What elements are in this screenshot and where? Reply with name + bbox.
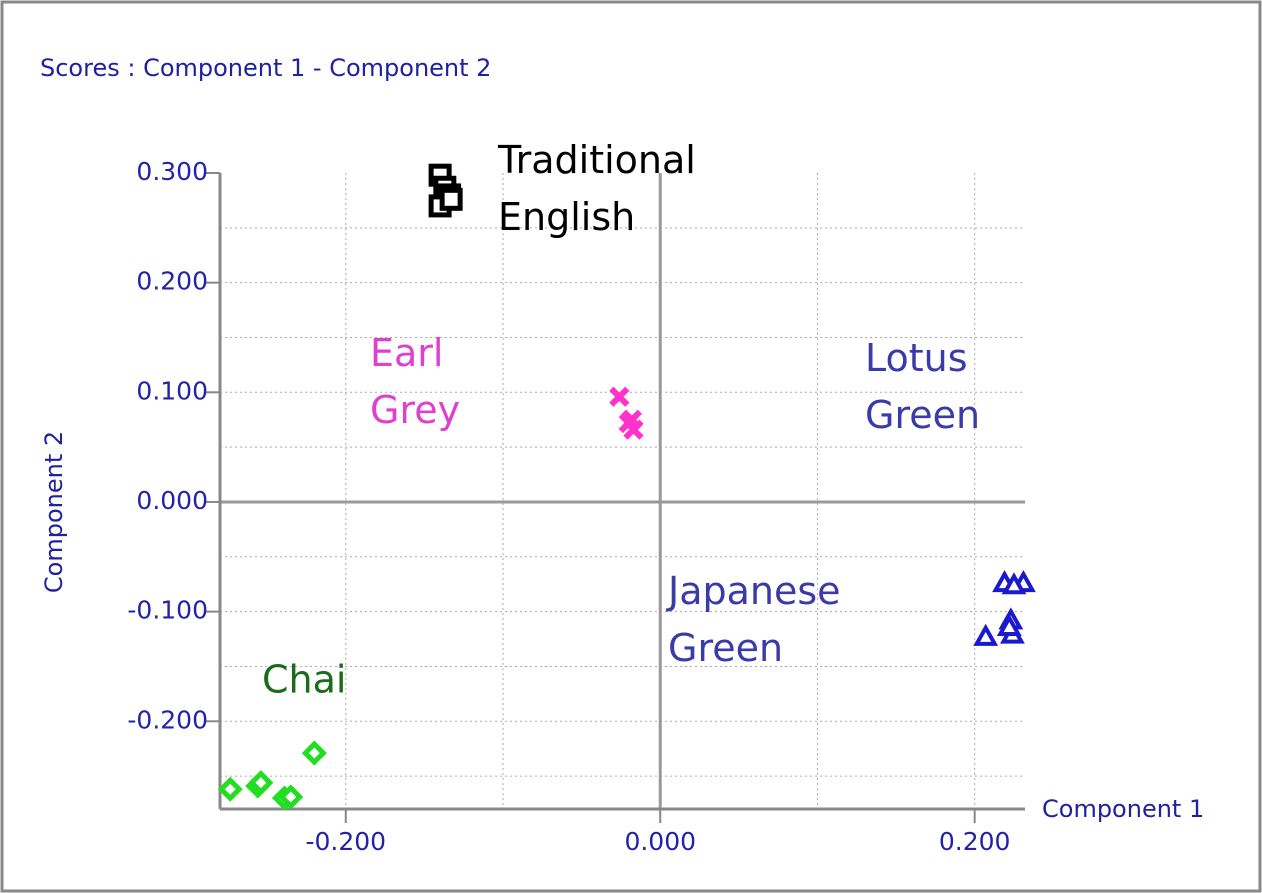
y-tick-label: -0.200 xyxy=(127,705,208,734)
y-tick-label: 0.000 xyxy=(136,486,208,515)
series-label-line: Lotus xyxy=(865,336,980,380)
triangle-marker xyxy=(996,613,1022,636)
series-label-line: Green xyxy=(865,393,980,437)
y-tick-label: 0.200 xyxy=(136,267,208,296)
series-label: Lotus Green xyxy=(865,336,980,437)
chart-title: Scores : Component 1 - Component 2 xyxy=(40,54,491,82)
series-label-line: Traditional xyxy=(497,138,708,182)
x-tick-label: 0.200 xyxy=(939,827,1011,856)
diamond-marker xyxy=(217,776,243,802)
x-tick-label: -0.200 xyxy=(305,827,386,856)
series-label-line: Green xyxy=(668,626,783,670)
diamond-marker xyxy=(301,740,327,766)
cross-marker xyxy=(609,386,630,407)
y-tick-label: 0.300 xyxy=(136,157,208,186)
series-label: Earl Grey xyxy=(370,331,460,432)
y-tick-label: -0.100 xyxy=(127,596,208,625)
diamond-marker xyxy=(248,770,274,796)
series-label-line: English xyxy=(498,195,635,239)
series-label-line: Earl xyxy=(370,331,456,375)
y-tick-label: 0.100 xyxy=(136,376,208,405)
series-label: Japanese Green xyxy=(666,569,853,670)
square-marker xyxy=(439,187,463,211)
x-axis-label: Component 1 xyxy=(1042,795,1204,823)
series-label-line: Japanese xyxy=(666,569,853,613)
series-label: Traditional English xyxy=(497,138,708,239)
triangle-marker xyxy=(1001,572,1027,595)
x-tick-label: 0.000 xyxy=(624,827,696,856)
series-label: Chai xyxy=(262,658,346,702)
series-label-line: Grey xyxy=(370,388,460,432)
cross-marker xyxy=(623,419,644,440)
diamond-marker xyxy=(278,784,304,810)
triangle-marker xyxy=(973,623,999,646)
y-axis-label: Component 2 xyxy=(40,431,68,593)
